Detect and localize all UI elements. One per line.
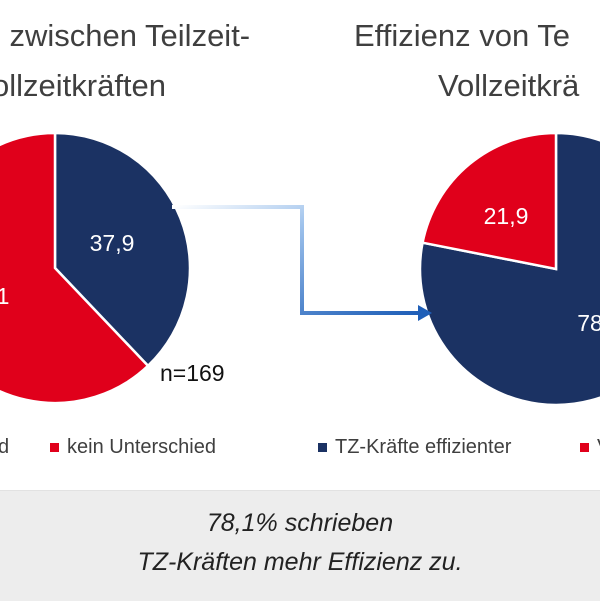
left-pie-label-red: 1 [0, 283, 9, 309]
legend-item-3: TZ-Kräfte effizienter [318, 436, 511, 459]
legend-item-2: kein Unterschied [50, 436, 216, 459]
left-chart-title-line1: l zwischen Teilzeit- [0, 18, 251, 53]
chart-area: l zwischen Teilzeit- ollzeitkräften Effi… [0, 18, 600, 459]
left-chart-title-line2: ollzeitkräften [0, 68, 167, 103]
left-pie-label-navy: 37,9 [90, 230, 135, 256]
connector-arrow [172, 205, 418, 315]
legend-item-1-label: d [0, 436, 10, 458]
summary-line-2: TZ-Kräften mehr Effizienz zu. [137, 548, 463, 576]
legend-swatch-navy [318, 443, 327, 452]
summary-line-1: 78,1% schrieben [206, 509, 394, 537]
connector-arrowhead [418, 305, 432, 321]
summary-box: 78,1% schrieben TZ-Kräften mehr Effizien… [0, 490, 600, 601]
legend-swatch-red [50, 443, 59, 452]
left-pie-slice-navy [53, 131, 192, 368]
sample-size-label: n=169 [160, 360, 225, 386]
legend-item-4-label: V [597, 436, 600, 459]
right-chart-title-line2: Vollzeitkrä [438, 68, 580, 103]
pie-charts: 37,9 1 78 21,9 [0, 131, 600, 407]
legend-item-1: d [0, 436, 9, 459]
legend-swatch-red-2 [580, 443, 589, 452]
left-pie-slice-red [0, 131, 150, 405]
right-pie-label-navy: 78 [577, 310, 600, 336]
right-pie-slice-navy [418, 131, 600, 407]
right-chart-title-line1: Effizienz von Te [354, 18, 570, 53]
legend-item-3-label: TZ-Kräfte effizienter [335, 436, 512, 458]
legend-item-2-label: kein Unterschied [67, 436, 216, 458]
legend-item-4: V [580, 436, 600, 459]
right-pie-label-red: 21,9 [484, 203, 529, 229]
right-pie-slice-red [421, 131, 558, 271]
